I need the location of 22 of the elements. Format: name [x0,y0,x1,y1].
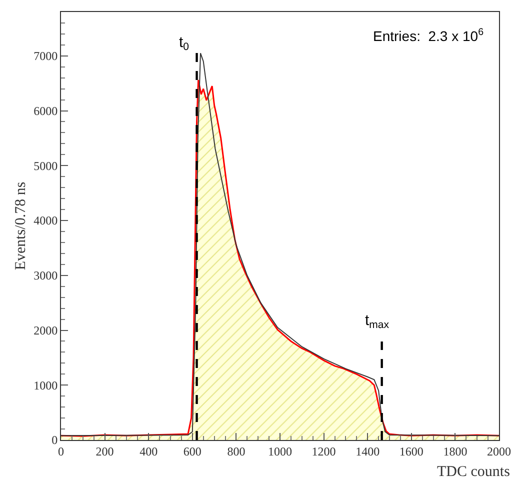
y-tick-label: 6000 [34,104,58,118]
x-tick-label: 600 [183,444,202,458]
x-tick-label: 2000 [487,444,511,458]
y-axis-title: Events/0.78 ns [12,182,29,270]
y-tick-label: 0 [52,433,58,448]
annotation: Entries: 2.3 x 10$^{6}$ [373,27,484,44]
y-tick-label: 7000 [34,49,58,64]
x-tick-label: 1000 [268,444,292,458]
x-axis-title: TDC counts [437,464,510,480]
y-tick-label: 4000 [34,214,58,228]
x-tick-label: 200 [96,444,114,458]
y-tick-label: 2000 [34,323,58,338]
y-tick-label: 1000 [34,378,58,392]
x-tick-label: 1200 [312,444,336,458]
y-tick-label: 3000 [34,268,58,283]
x-tick-label: 800 [227,444,246,458]
ref-line-label: t$_{0}$ [179,34,190,54]
x-tick-label: 400 [140,444,158,458]
x-tick-label: 1800 [443,444,468,458]
x-tick-label: 1600 [399,444,424,458]
x-tick-label: 1400 [356,444,380,458]
y-tick-label: 5000 [34,158,58,173]
